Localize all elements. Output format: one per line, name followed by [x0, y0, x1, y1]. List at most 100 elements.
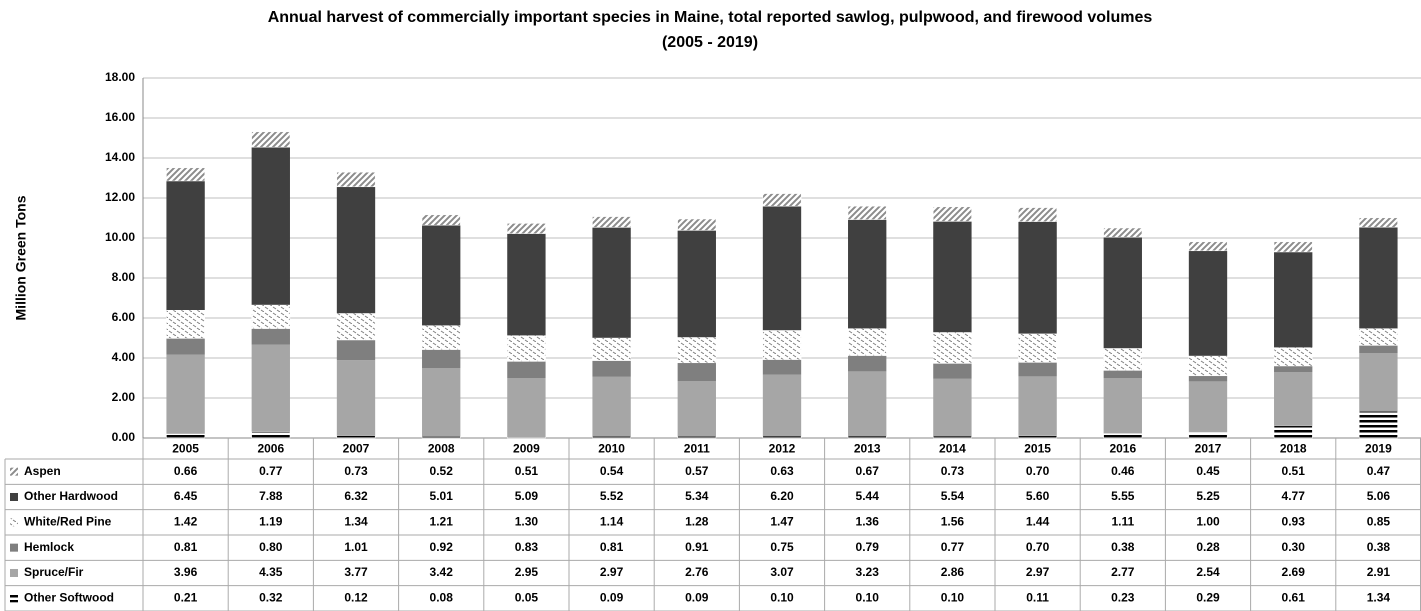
table-value: 0.51	[515, 464, 539, 478]
table-value: 5.06	[1367, 489, 1391, 503]
x-tick-label: 2017	[1195, 442, 1222, 456]
bar-segment	[336, 435, 376, 439]
bar-segment	[932, 435, 972, 439]
table-value: 0.61	[1282, 590, 1306, 604]
legend-swatch	[10, 594, 18, 603]
bar-segment	[1358, 217, 1398, 228]
table-value: 0.83	[515, 540, 539, 554]
table-value: 0.63	[770, 464, 794, 478]
table-value: 0.54	[600, 464, 624, 478]
table-value: 0.75	[770, 540, 794, 554]
bar-segment	[762, 435, 802, 439]
table-value: 1.34	[1367, 590, 1391, 604]
table-value: 6.20	[770, 489, 794, 503]
table-value: 1.19	[259, 514, 283, 528]
bar-segment	[592, 337, 632, 361]
table-value: 0.77	[941, 540, 965, 554]
x-tick-label: 2006	[257, 442, 284, 456]
bar-segment	[1273, 347, 1313, 367]
bar-segment	[507, 233, 546, 336]
bar-segment	[1103, 370, 1142, 378]
table-value: 1.36	[856, 514, 880, 528]
bar-segment	[1018, 376, 1057, 436]
bar-segment	[336, 186, 376, 314]
x-tick-label: 2005	[172, 442, 199, 456]
bar-segment	[506, 436, 546, 439]
table-value: 0.57	[685, 464, 709, 478]
y-tick-label: 14.00	[105, 150, 135, 164]
bar-segment	[933, 221, 972, 333]
table-value: 2.54	[1196, 565, 1220, 579]
table-value: 0.93	[1282, 514, 1306, 528]
table-value: 0.08	[430, 590, 454, 604]
table-value: 0.21	[174, 590, 198, 604]
table-value: 5.01	[430, 489, 454, 503]
y-axis-label: Million Green Tons	[13, 195, 29, 320]
table-value: 2.97	[600, 565, 624, 579]
bar-segment	[422, 368, 461, 437]
bar-segment	[592, 435, 632, 439]
table-value: 2.97	[1026, 565, 1050, 579]
table-value: 0.46	[1111, 464, 1135, 478]
table-value: 7.88	[259, 489, 283, 503]
bar-segment	[166, 338, 205, 355]
table-value: 2.77	[1111, 565, 1135, 579]
bar-segment	[592, 216, 632, 228]
bar-segment	[1188, 375, 1228, 382]
table-value: 5.34	[685, 489, 709, 503]
bar-segment	[933, 363, 972, 379]
bar-segment	[932, 331, 972, 364]
bar-segment	[506, 335, 546, 362]
table-value: 3.42	[430, 565, 454, 579]
bar-segment	[677, 218, 717, 231]
table-value: 0.10	[856, 590, 880, 604]
bar-segment	[166, 354, 205, 434]
bar-segment	[251, 304, 291, 329]
table-value: 0.80	[259, 540, 283, 554]
bar-segment	[166, 167, 206, 182]
bar-segment	[1359, 345, 1398, 353]
bar-segment	[592, 376, 631, 437]
table-value: 4.35	[259, 565, 283, 579]
bar-segment	[336, 340, 376, 361]
table-value: 1.11	[1111, 514, 1134, 528]
table-value: 5.54	[941, 489, 965, 503]
table-value: 0.79	[856, 540, 880, 554]
bar-segment	[1018, 207, 1058, 222]
bar-segment	[166, 433, 206, 439]
x-tick-label: 2018	[1280, 442, 1307, 456]
table-value: 0.28	[1196, 540, 1220, 554]
bar-segment	[847, 205, 887, 220]
bar-segment	[762, 193, 802, 207]
table-value: 0.52	[430, 464, 454, 478]
bar-segment	[336, 312, 376, 341]
bar-segment	[677, 435, 717, 439]
table-value: 1.34	[344, 514, 368, 528]
table-value: 6.32	[344, 489, 368, 503]
bar-segment	[1018, 435, 1058, 439]
bar-segment	[848, 355, 887, 372]
bar-segment	[1018, 362, 1057, 377]
bar-segment	[762, 206, 802, 331]
bar-segment	[251, 147, 290, 305]
bar-segment	[1273, 425, 1313, 439]
table-value: 0.92	[430, 540, 454, 554]
bar-segment	[166, 309, 206, 339]
bar-segment	[933, 378, 972, 436]
x-tick-label: 2015	[1024, 442, 1051, 456]
bar-segment	[1358, 410, 1398, 439]
table-value: 0.30	[1282, 540, 1306, 554]
x-tick-label: 2014	[939, 442, 966, 456]
bar-segment	[1188, 250, 1228, 356]
bar-segment	[847, 328, 887, 356]
bar-segment	[507, 378, 546, 437]
table-value: 0.70	[1026, 464, 1050, 478]
table-value: 0.67	[856, 464, 880, 478]
table-value: 1.28	[685, 514, 709, 528]
x-tick-label: 2016	[1109, 442, 1136, 456]
bar-segment	[506, 223, 546, 234]
bar-segment	[762, 374, 802, 436]
table-value: 5.25	[1196, 489, 1220, 503]
bar-segment	[848, 371, 887, 436]
legend-label: Spruce/Fir	[24, 565, 84, 579]
